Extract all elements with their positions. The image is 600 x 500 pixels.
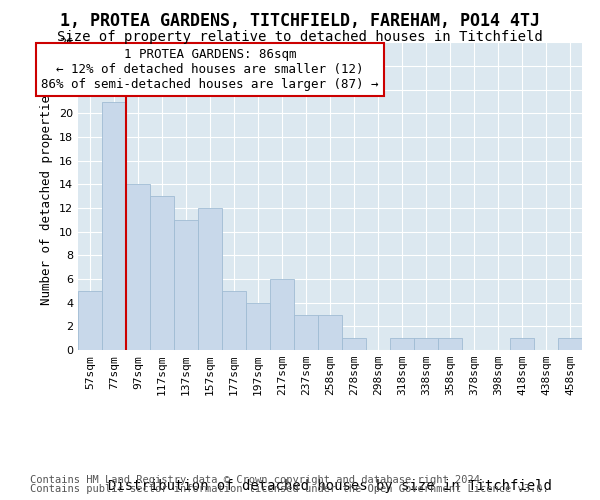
Bar bbox=[102, 102, 126, 350]
Bar bbox=[414, 338, 438, 350]
Bar bbox=[510, 338, 534, 350]
X-axis label: Distribution of detached houses by size in Titchfield: Distribution of detached houses by size … bbox=[108, 478, 552, 492]
Bar bbox=[294, 314, 318, 350]
Bar bbox=[558, 338, 582, 350]
Bar bbox=[150, 196, 174, 350]
Bar bbox=[342, 338, 366, 350]
Text: 1, PROTEA GARDENS, TITCHFIELD, FAREHAM, PO14 4TJ: 1, PROTEA GARDENS, TITCHFIELD, FAREHAM, … bbox=[60, 12, 540, 30]
Text: Size of property relative to detached houses in Titchfield: Size of property relative to detached ho… bbox=[57, 30, 543, 44]
Bar bbox=[318, 314, 342, 350]
Bar bbox=[246, 302, 270, 350]
Bar bbox=[222, 291, 246, 350]
Bar bbox=[78, 291, 102, 350]
Text: Contains HM Land Registry data © Crown copyright and database right 2024.: Contains HM Land Registry data © Crown c… bbox=[30, 475, 486, 485]
Bar bbox=[174, 220, 198, 350]
Bar bbox=[126, 184, 150, 350]
Text: Contains public sector information licensed under the Open Government Licence v3: Contains public sector information licen… bbox=[30, 484, 549, 494]
Bar bbox=[438, 338, 462, 350]
Bar bbox=[198, 208, 222, 350]
Bar bbox=[390, 338, 414, 350]
Text: 1 PROTEA GARDENS: 86sqm
← 12% of detached houses are smaller (12)
86% of semi-de: 1 PROTEA GARDENS: 86sqm ← 12% of detache… bbox=[41, 48, 379, 92]
Y-axis label: Number of detached properties: Number of detached properties bbox=[40, 88, 53, 305]
Bar bbox=[270, 279, 294, 350]
